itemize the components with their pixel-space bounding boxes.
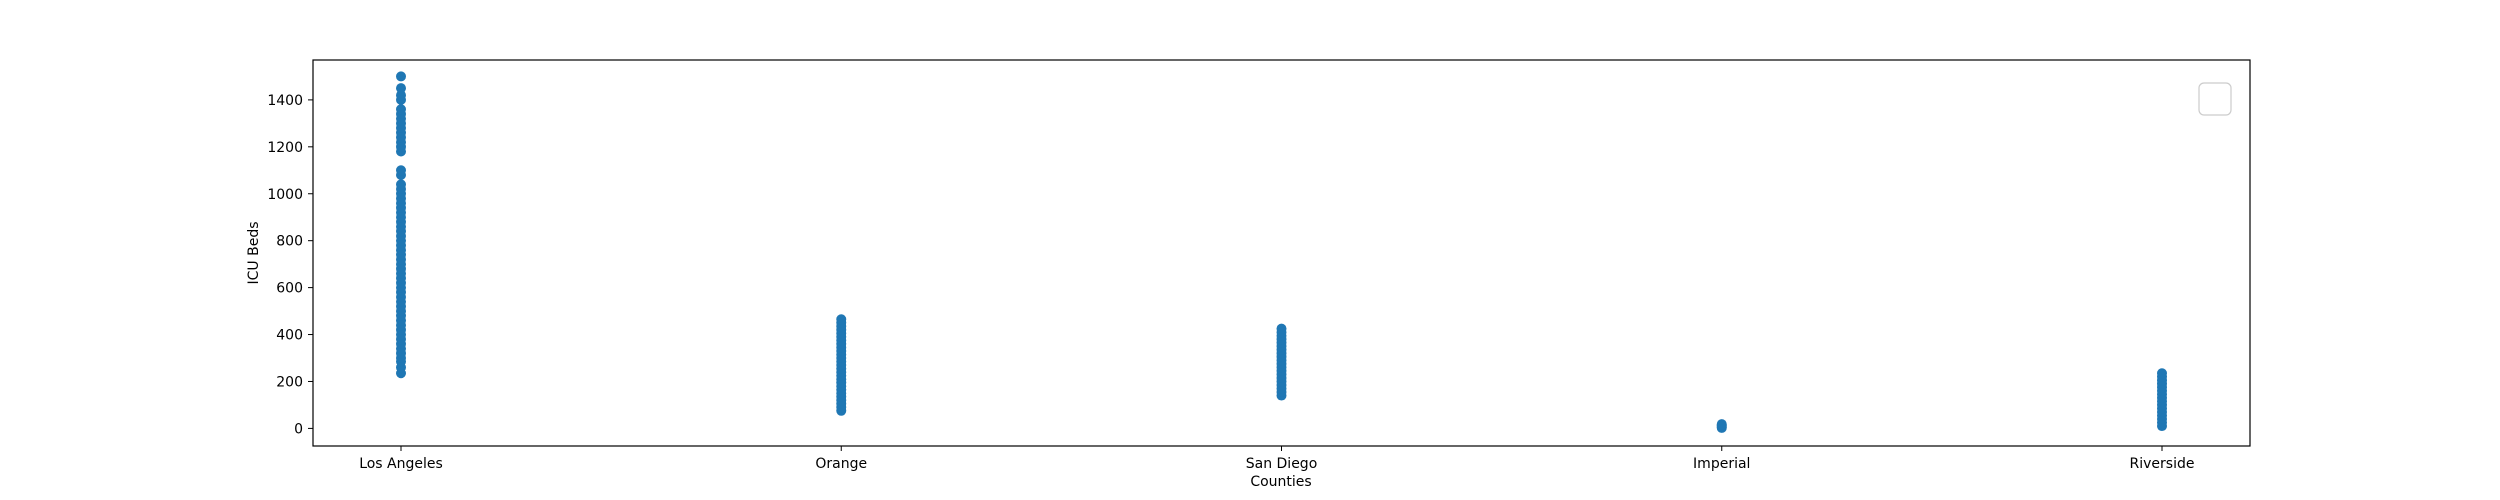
data-point: [396, 90, 406, 101]
x-tick-label: San Diego: [1246, 456, 1318, 472]
y-tick-label: 200: [276, 374, 303, 390]
data-points: [396, 71, 2167, 433]
y-axis-ticks: 0 200 400 600 800 1000 1200 1400: [267, 93, 313, 437]
y-tick-label: 1000: [267, 187, 303, 203]
data-point: [1276, 323, 1287, 334]
x-tick-label: Orange: [815, 456, 867, 472]
data-point: [396, 165, 406, 176]
y-axis-label: ICU Beds: [246, 222, 262, 285]
y-tick-label: 0: [294, 421, 303, 437]
legend-box: [2198, 82, 2232, 116]
plot-frame: [312, 59, 2251, 447]
x-tick-label: Los Angeles: [359, 456, 443, 472]
data-point: [396, 71, 406, 82]
y-tick-label: 1200: [267, 140, 303, 156]
data-point: [2157, 368, 2167, 379]
data-point: [1716, 419, 1727, 430]
x-axis-label: Counties: [1250, 474, 1311, 490]
data-point: [836, 314, 847, 325]
data-point: [396, 104, 406, 115]
y-tick-label: 1400: [267, 93, 303, 109]
data-point: [396, 179, 406, 190]
y-tick-label: 800: [276, 234, 303, 250]
x-tick-label: Riverside: [2130, 456, 2195, 472]
y-tick-label: 600: [276, 281, 303, 297]
x-tick-label: Imperial: [1693, 456, 1750, 472]
data-point: [396, 83, 406, 94]
y-tick-label: 400: [276, 328, 303, 344]
x-axis-ticks: Los Angeles Orange San Diego Imperial Rivers…: [359, 446, 2194, 472]
